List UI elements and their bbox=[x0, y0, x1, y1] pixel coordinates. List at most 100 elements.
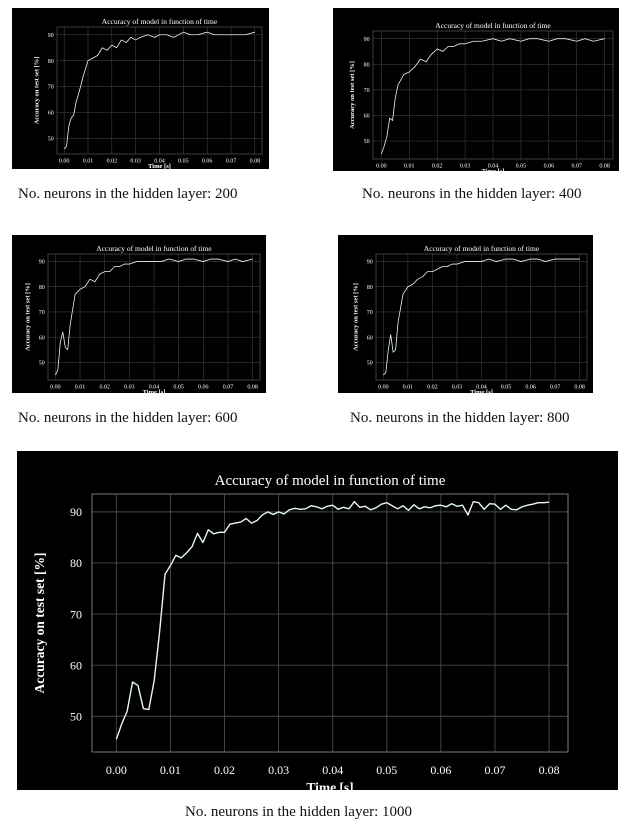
accuracy-chart-800: 0.00 0.01 0.02 0.03 0.04 0.05 0.06 0.07 0.08 50 60… bbox=[352, 244, 588, 393]
x-tick-label: 0.08 bbox=[247, 384, 258, 390]
x-tick-label: 0.02 bbox=[107, 158, 118, 164]
x-axis-label: Time [s] bbox=[470, 389, 493, 393]
y-axis-label: Accuracy on test set [%] bbox=[349, 61, 356, 129]
y-tick-label: 90 bbox=[70, 505, 82, 519]
accuracy-series-line bbox=[115, 500, 550, 740]
y-tick-label: 80 bbox=[367, 285, 373, 291]
x-tick-label: 0.06 bbox=[544, 163, 555, 169]
y-tick-label: 50 bbox=[367, 360, 373, 366]
y-tick-label: 90 bbox=[39, 260, 45, 266]
x-tick-label: 0.01 bbox=[403, 384, 414, 390]
chart-panel-400: 0.00 0.01 0.02 0.03 0.04 0.05 0.06 0.07 0.08 50 60… bbox=[333, 8, 619, 171]
x-tick-label: 0.00 bbox=[106, 763, 127, 777]
x-tick-label: 0.01 bbox=[83, 158, 94, 164]
y-tick-label: 60 bbox=[39, 335, 45, 341]
x-tick-label: 0.07 bbox=[226, 158, 237, 164]
y-axis-label: Accuracy on test set [%] bbox=[32, 553, 47, 694]
chart-panel-600: 0.00 0.01 0.02 0.03 0.04 0.05 0.06 0.07 0.08 50 60… bbox=[12, 235, 266, 393]
accuracy-chart-200: 0.00 0.01 0.02 0.03 0.04 0.05 0.06 0.07 0.08 50 60… bbox=[33, 17, 263, 169]
x-tick-label: 0.05 bbox=[516, 163, 527, 169]
x-tick-label: 0.04 bbox=[154, 158, 165, 164]
y-tick-label: 70 bbox=[364, 88, 370, 94]
y-tick-label: 70 bbox=[39, 310, 45, 316]
x-axis-label: Time [s] bbox=[482, 168, 505, 171]
x-tick-label: 0.00 bbox=[378, 384, 389, 390]
y-tick-label: 70 bbox=[367, 310, 373, 316]
chart-panel-200: 0.00 0.01 0.02 0.03 0.04 0.05 0.06 0.07 0.08 50 60… bbox=[12, 8, 269, 169]
accuracy-chart-600: 0.00 0.01 0.02 0.03 0.04 0.05 0.06 0.07 0.08 50 60… bbox=[24, 244, 261, 393]
y-tick-label: 70 bbox=[70, 607, 82, 621]
x-axis-label: Time [s] bbox=[306, 780, 353, 790]
x-tick-label: 0.06 bbox=[430, 763, 451, 777]
plot-frame bbox=[47, 253, 261, 381]
y-tick-label: 50 bbox=[48, 137, 54, 143]
accuracy-series-line bbox=[63, 31, 255, 150]
caption-400: No. neurons in the hidden layer: 400 bbox=[362, 186, 582, 202]
x-tick-label: 0.00 bbox=[50, 384, 61, 390]
x-tick-label: 0.05 bbox=[501, 384, 512, 390]
x-tick-label: 0.04 bbox=[476, 384, 487, 390]
accuracy-series-line bbox=[380, 38, 605, 155]
x-tick-label: 0.07 bbox=[223, 384, 234, 390]
x-tick-label: 0.02 bbox=[214, 763, 235, 777]
x-tick-label: 0.07 bbox=[550, 384, 561, 390]
x-tick-label: 0.03 bbox=[268, 763, 289, 777]
x-tick-label: 0.08 bbox=[250, 158, 260, 164]
x-tick-label: 0.07 bbox=[571, 163, 582, 169]
x-tick-label: 0.06 bbox=[525, 384, 536, 390]
x-axis-label: Time [s] bbox=[143, 389, 166, 393]
chart-title: Accuracy of model in function of time bbox=[424, 244, 540, 253]
x-tick-label: 0.03 bbox=[452, 384, 463, 390]
plot-frame bbox=[56, 26, 263, 155]
chart-panel-800: 0.00 0.01 0.02 0.03 0.04 0.05 0.06 0.07 0.08 50 60… bbox=[338, 235, 593, 393]
y-tick-label: 80 bbox=[48, 59, 54, 65]
accuracy-chart-1000: 0.00 0.01 0.02 0.03 0.04 0.05 0.06 0.07 0.08 50 60… bbox=[32, 473, 569, 790]
y-axis-label: Accuracy on test set [%] bbox=[33, 57, 40, 125]
y-tick-label: 50 bbox=[39, 360, 45, 366]
chart-title: Accuracy of model in function of time bbox=[96, 244, 212, 253]
accuracy-series-line bbox=[55, 258, 253, 376]
y-tick-label: 90 bbox=[364, 37, 370, 43]
y-tick-label: 60 bbox=[367, 335, 373, 341]
x-tick-label: 0.01 bbox=[160, 763, 181, 777]
y-tick-label: 90 bbox=[48, 33, 54, 39]
caption-800: No. neurons in the hidden layer: 800 bbox=[350, 410, 570, 426]
y-axis-label: Accuracy on test set [%] bbox=[352, 283, 359, 351]
x-tick-label: 0.08 bbox=[574, 384, 585, 390]
x-tick-label: 0.06 bbox=[198, 384, 209, 390]
x-tick-label: 0.05 bbox=[376, 763, 397, 777]
y-tick-label: 50 bbox=[70, 709, 82, 723]
chart-title: Accuracy of model in function of time bbox=[435, 21, 551, 30]
caption-600: No. neurons in the hidden layer: 600 bbox=[18, 410, 238, 426]
caption-1000: No. neurons in the hidden layer: 1000 bbox=[185, 804, 413, 820]
y-tick-label: 50 bbox=[364, 139, 370, 145]
accuracy-chart-400: 0.00 0.01 0.02 0.03 0.04 0.05 0.06 0.07 0.08 50 60… bbox=[349, 21, 614, 171]
x-tick-label: 0.08 bbox=[539, 763, 560, 777]
x-tick-label: 0.00 bbox=[376, 163, 387, 169]
x-tick-label: 0.08 bbox=[599, 163, 610, 169]
x-tick-label: 0.05 bbox=[178, 158, 189, 164]
y-tick-label: 80 bbox=[70, 556, 82, 570]
x-tick-label: 0.01 bbox=[75, 384, 86, 390]
y-tick-label: 60 bbox=[70, 658, 82, 672]
x-tick-label: 0.04 bbox=[488, 163, 499, 169]
y-tick-label: 90 bbox=[367, 260, 373, 266]
x-tick-label: 0.02 bbox=[99, 384, 110, 390]
y-tick-label: 70 bbox=[48, 85, 54, 91]
x-tick-label: 0.07 bbox=[484, 763, 505, 777]
caption-200: No. neurons in the hidden layer: 200 bbox=[18, 186, 238, 202]
chart-title: Accuracy of model in function of time bbox=[215, 473, 446, 489]
plot-frame bbox=[372, 30, 614, 160]
y-axis-label: Accuracy on test set [%] bbox=[24, 283, 31, 351]
x-tick-label: 0.06 bbox=[202, 158, 213, 164]
x-tick-label: 0.00 bbox=[59, 158, 70, 164]
x-axis-label: Time [s] bbox=[148, 163, 171, 169]
x-tick-label: 0.04 bbox=[322, 763, 343, 777]
x-tick-label: 0.05 bbox=[173, 384, 184, 390]
y-tick-label: 80 bbox=[364, 62, 370, 68]
plot-frame bbox=[91, 493, 569, 753]
x-tick-label: 0.04 bbox=[149, 384, 160, 390]
y-tick-label: 60 bbox=[364, 114, 370, 120]
y-tick-label: 60 bbox=[48, 111, 54, 117]
x-tick-label: 0.01 bbox=[404, 163, 415, 169]
